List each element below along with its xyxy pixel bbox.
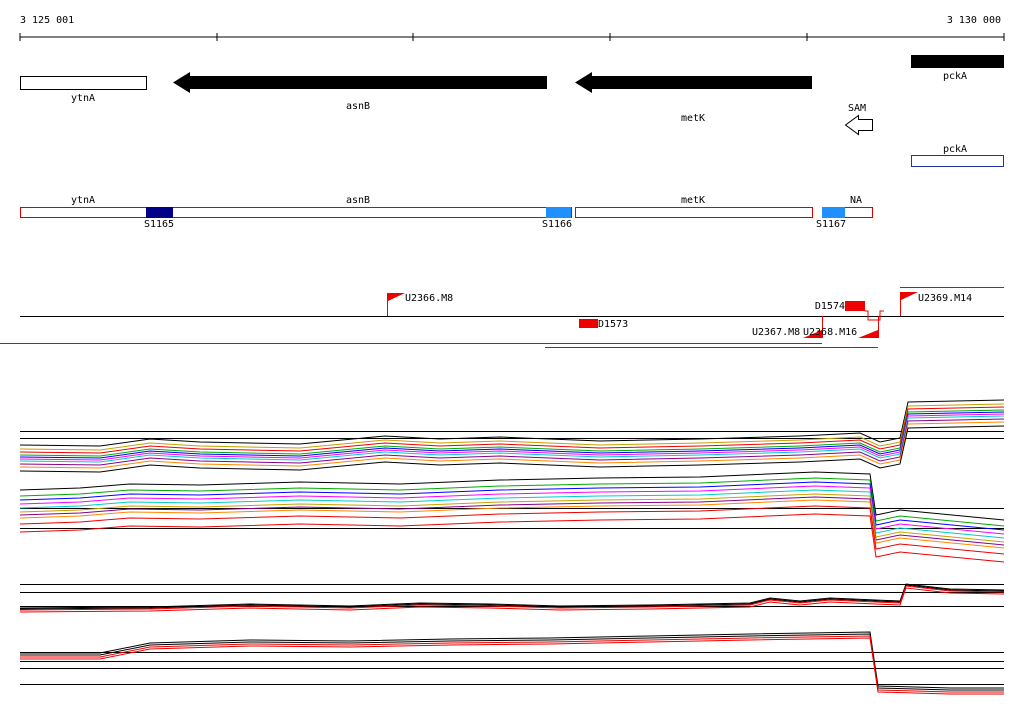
gene-label: SAM bbox=[848, 103, 866, 114]
gene bbox=[911, 55, 1004, 68]
ruler bbox=[19, 33, 1005, 41]
segment-label: ytnA bbox=[71, 195, 95, 206]
site-box bbox=[822, 207, 845, 218]
trace bbox=[19, 505, 1005, 555]
gene-arrow bbox=[844, 114, 873, 136]
site-label: S1165 bbox=[144, 219, 174, 230]
gene-label: metK bbox=[681, 113, 705, 124]
site-box bbox=[146, 207, 173, 218]
gene-label: pckA bbox=[943, 144, 967, 155]
feature-box bbox=[579, 319, 598, 328]
site-box bbox=[546, 207, 571, 218]
feature-label: D1574 bbox=[815, 301, 845, 312]
feature-label: U2367.M8 bbox=[752, 327, 800, 338]
flag bbox=[388, 293, 405, 301]
feature-label: U2369.M14 bbox=[918, 293, 972, 304]
trace bbox=[19, 481, 1005, 531]
trace bbox=[19, 406, 1005, 454]
trace bbox=[19, 399, 1005, 447]
gene-label: pckA bbox=[943, 71, 967, 82]
site-label: S1166 bbox=[542, 219, 572, 230]
segment bbox=[575, 207, 813, 218]
flag bbox=[858, 330, 878, 338]
ruler-start: 3 125 001 bbox=[20, 15, 74, 26]
gene-label: ytnA bbox=[71, 93, 95, 104]
gene bbox=[911, 155, 1004, 167]
feature-link bbox=[865, 310, 884, 321]
gene bbox=[20, 76, 147, 90]
gene-arrow bbox=[575, 72, 812, 93]
trace bbox=[19, 513, 1005, 563]
gene-label: asnB bbox=[346, 101, 370, 112]
feature-label: D1573 bbox=[598, 319, 628, 330]
trace bbox=[19, 584, 1005, 610]
site-label: S1167 bbox=[816, 219, 846, 230]
feature-label: U2366.M8 bbox=[405, 293, 453, 304]
feature-box bbox=[845, 301, 865, 311]
ruler-end: 3 130 000 bbox=[947, 15, 1001, 26]
segment-label: NA bbox=[850, 195, 862, 206]
flag bbox=[901, 292, 918, 300]
segment-label: asnB bbox=[346, 195, 370, 206]
segment-label: metK bbox=[681, 195, 705, 206]
flag bbox=[803, 330, 822, 338]
trace bbox=[19, 583, 1005, 609]
trace bbox=[19, 418, 1005, 466]
segment bbox=[20, 207, 572, 218]
expression-traces bbox=[19, 399, 1005, 695]
trace bbox=[19, 496, 1005, 546]
gene-arrow bbox=[173, 72, 547, 93]
feature-label: U2368.M16 bbox=[803, 327, 857, 338]
